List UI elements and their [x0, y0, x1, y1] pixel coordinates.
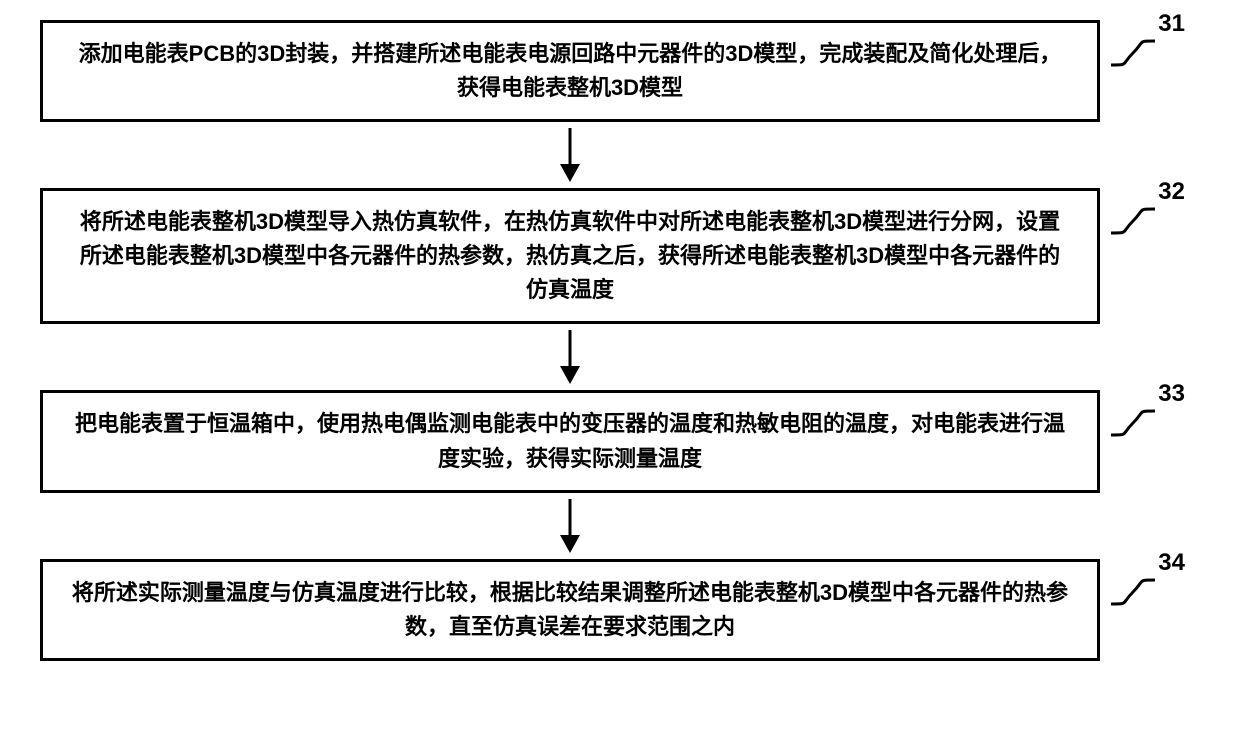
arrow-33-to-34 [40, 493, 1100, 559]
step-text: 把电能表置于恒温箱中，使用热电偶监测电能表中的变压器的温度和热敏电阻的温度，对电… [75, 411, 1065, 470]
step-text: 将所述实际测量温度与仿真温度进行比较，根据比较结果调整所述电能表整机3D模型中各… [72, 580, 1068, 639]
down-arrow-icon [556, 499, 584, 553]
label-connector-curve [1111, 564, 1155, 620]
step-text: 将所述电能表整机3D模型导入热仿真软件，在热仿真软件中对所述电能表整机3D模型进… [80, 209, 1060, 302]
flowchart-container: 添加电能表PCB的3D封装，并搭建所述电能表电源回路中元器件的3D模型，完成装配… [40, 20, 1200, 661]
label-connector-curve [1111, 25, 1155, 81]
flow-step-34: 将所述实际测量温度与仿真温度进行比较，根据比较结果调整所述电能表整机3D模型中各… [40, 559, 1100, 661]
arrow-32-to-33 [40, 324, 1100, 390]
label-connector-curve [1111, 193, 1155, 249]
arrow-31-to-32 [40, 122, 1100, 188]
step-label: 31 [1158, 5, 1185, 42]
flow-step-31: 添加电能表PCB的3D封装，并搭建所述电能表电源回路中元器件的3D模型，完成装配… [40, 20, 1100, 122]
label-connector-curve [1111, 395, 1155, 451]
step-text: 添加电能表PCB的3D封装，并搭建所述电能表电源回路中元器件的3D模型，完成装配… [79, 41, 1062, 100]
flow-step-33: 把电能表置于恒温箱中，使用热电偶监测电能表中的变压器的温度和热敏电阻的温度，对电… [40, 390, 1100, 492]
step-label: 32 [1158, 173, 1185, 210]
step-label: 34 [1158, 544, 1185, 581]
down-arrow-icon [556, 330, 584, 384]
flow-step-32: 将所述电能表整机3D模型导入热仿真软件，在热仿真软件中对所述电能表整机3D模型进… [40, 188, 1100, 324]
down-arrow-icon [556, 128, 584, 182]
step-label: 33 [1158, 375, 1185, 412]
